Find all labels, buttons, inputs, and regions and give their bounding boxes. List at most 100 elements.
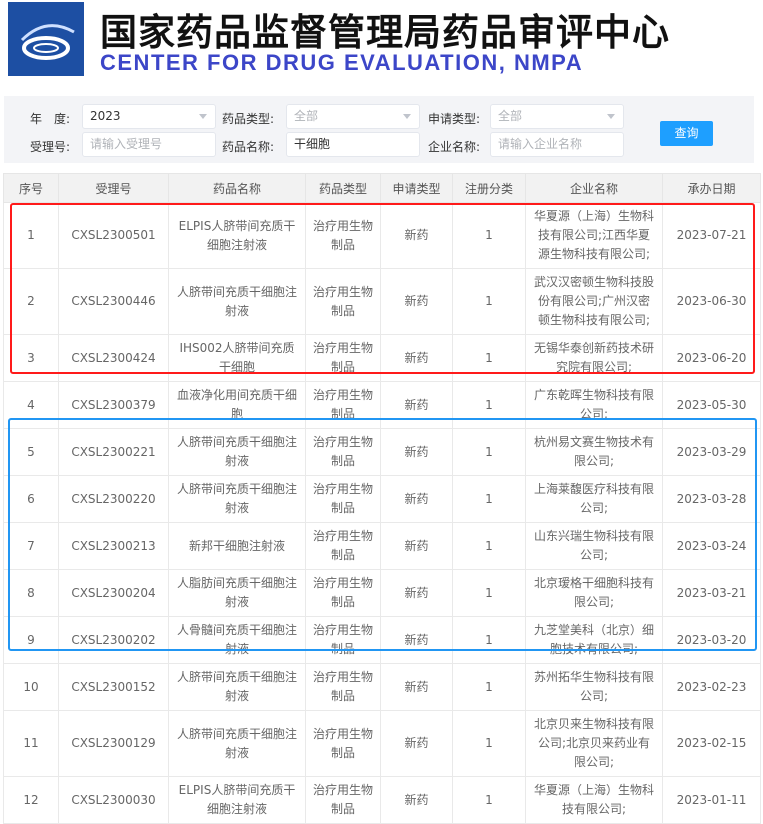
drug-type-label: 药品类型: <box>222 112 275 126</box>
table-cell: 1 <box>452 381 526 429</box>
table-cell: 1 <box>452 202 526 269</box>
table-cell: 9 <box>3 616 59 664</box>
table-cell: 人脐带间充质干细胞注射液 <box>168 710 306 777</box>
table-cell: 治疗用生物制品 <box>305 202 381 269</box>
table-cell: 治疗用生物制品 <box>305 381 381 429</box>
table-cell: 华夏源（上海）生物科技有限公司; <box>525 776 663 824</box>
apply-type-select[interactable]: 全部 <box>490 104 624 129</box>
table-cell: CXSL2300379 <box>58 381 169 429</box>
table-cell: 治疗用生物制品 <box>305 776 381 824</box>
accept-no-label: 受理号: <box>30 140 71 154</box>
table-cell: 2023-06-20 <box>662 334 761 382</box>
table-cell: CXSL2300202 <box>58 616 169 664</box>
table-cell: 华夏源（上海）生物科技有限公司;江西华夏源生物科技有限公司; <box>525 202 663 269</box>
table-cell: 新药 <box>380 569 453 617</box>
company-input[interactable]: 请输入企业名称 <box>490 132 624 157</box>
filter-panel: 年 度: 2023 药品类型: 全部 申请类型: 全部 受理号: 请输入受理号 … <box>4 96 754 163</box>
apply-type-label: 申请类型: <box>428 112 481 126</box>
apply-type-value: 全部 <box>498 109 523 123</box>
table-cell: 新药 <box>380 616 453 664</box>
table-cell: 新药 <box>380 334 453 382</box>
table-row[interactable]: 7 CXSL2300213 新邦干细胞注射液 治疗用生物制品 新药 1 山东兴瑞生物科技有限… <box>3 522 761 570</box>
query-button[interactable]: 查询 <box>660 121 713 146</box>
accept-no-input[interactable]: 请输入受理号 <box>82 132 216 157</box>
table-cell: 1 <box>3 202 59 269</box>
table-cell: 新药 <box>380 522 453 570</box>
table-cell: 人脐带间充质干细胞注射液 <box>168 268 306 335</box>
table-cell: 1 <box>452 428 526 476</box>
column-header: 企业名称 <box>525 173 663 203</box>
table-row[interactable]: 9 CXSL2300202 人骨髓间充质干细胞注射液 治疗用生物制品 新药 1 九芝堂美科（… <box>3 616 761 664</box>
table-row[interactable]: 4 CXSL2300379 血液净化用间充质干细胞 治疗用生物制品 新药 1 广东乾晖生物科… <box>3 381 761 429</box>
site-title-cn: 国家药品监督管理局药品审评中心 <box>100 11 670 54</box>
column-header: 注册分类 <box>452 173 526 203</box>
table-cell: 4 <box>3 381 59 429</box>
table-cell: CXSL2300152 <box>58 663 169 711</box>
table-cell: CXSL2300030 <box>58 776 169 824</box>
table-cell: 2023-02-15 <box>662 710 761 777</box>
table-cell: ELPIS人脐带间充质干细胞注射液 <box>168 202 306 269</box>
table-cell: IHS002人脐带间充质干细胞 <box>168 334 306 382</box>
table-cell: 2023-01-11 <box>662 776 761 824</box>
table-cell: 治疗用生物制品 <box>305 522 381 570</box>
table-cell: CXSL2300213 <box>58 522 169 570</box>
table-row[interactable]: 8 CXSL2300204 人脂肪间充质干细胞注射液 治疗用生物制品 新药 1 北京瑷格干细… <box>3 569 761 617</box>
table-cell: 3 <box>3 334 59 382</box>
table-cell: 新药 <box>380 475 453 523</box>
year-select[interactable]: 2023 <box>82 104 216 129</box>
table-cell: 新药 <box>380 710 453 777</box>
table-cell: 人脐带间充质干细胞注射液 <box>168 663 306 711</box>
table-cell: 治疗用生物制品 <box>305 616 381 664</box>
table-cell: 山东兴瑞生物科技有限公司; <box>525 522 663 570</box>
table-cell: 人脐带间充质干细胞注射液 <box>168 428 306 476</box>
table-cell: 上海莱馥医疗科技有限公司; <box>525 475 663 523</box>
site-header: 国家药品监督管理局药品审评中心 CENTER FOR DRUG EVALUATI… <box>0 0 763 88</box>
table-row[interactable]: 10 CXSL2300152 人脐带间充质干细胞注射液 治疗用生物制品 新药 1 苏州拓华生… <box>3 663 761 711</box>
table-cell: 新药 <box>380 268 453 335</box>
column-header: 药品名称 <box>168 173 306 203</box>
table-cell: 2023-07-21 <box>662 202 761 269</box>
table-cell: 苏州拓华生物科技有限公司; <box>525 663 663 711</box>
drug-name-input[interactable]: 干细胞 <box>286 132 420 157</box>
drug-type-value: 全部 <box>294 109 319 123</box>
table-row[interactable]: 5 CXSL2300221 人脐带间充质干细胞注射液 治疗用生物制品 新药 1 杭州易文赛生… <box>3 428 761 476</box>
table-cell: 1 <box>452 663 526 711</box>
table-row[interactable]: 6 CXSL2300220 人脐带间充质干细胞注射液 治疗用生物制品 新药 1 上海莱馥医疗… <box>3 475 761 523</box>
year-value: 2023 <box>90 109 121 123</box>
table-row[interactable]: 2 CXSL2300446 人脐带间充质干细胞注射液 治疗用生物制品 新药 1 武汉汉密顿生… <box>3 268 761 335</box>
table-cell: 1 <box>452 569 526 617</box>
results-table: 序号 受理号 药品名称 药品类型 申请类型 注册分类 企业名称 承办日期 1 CXSL23005… <box>3 173 761 824</box>
table-cell: 7 <box>3 522 59 570</box>
table-cell: 新邦干细胞注射液 <box>168 522 306 570</box>
table-cell: 北京贝来生物科技有限公司;北京贝来药业有限公司; <box>525 710 663 777</box>
table-cell: 2 <box>3 268 59 335</box>
table-cell: 12 <box>3 776 59 824</box>
table-cell: 新药 <box>380 202 453 269</box>
table-cell: 8 <box>3 569 59 617</box>
year-label: 年 度: <box>30 112 71 126</box>
table-cell: CXSL2300446 <box>58 268 169 335</box>
table-cell: 1 <box>452 475 526 523</box>
table-cell: 2023-02-23 <box>662 663 761 711</box>
table-row[interactable]: 11 CXSL2300129 人脐带间充质干细胞注射液 治疗用生物制品 新药 1 北京贝来生… <box>3 710 761 777</box>
chevron-down-icon <box>199 114 207 119</box>
table-cell: 2023-03-28 <box>662 475 761 523</box>
table-cell: 2023-06-30 <box>662 268 761 335</box>
table-cell: 治疗用生物制品 <box>305 268 381 335</box>
table-row[interactable]: 1 CXSL2300501 ELPIS人脐带间充质干细胞注射液 治疗用生物制品 新药 1 华… <box>3 202 761 269</box>
table-row[interactable]: 12 CXSL2300030 ELPIS人脐带间充质干细胞注射液 治疗用生物制品 新药 1… <box>3 776 761 824</box>
drug-name-label: 药品名称: <box>222 140 275 154</box>
table-cell: 武汉汉密顿生物科技股份有限公司;广州汉密顿生物科技有限公司; <box>525 268 663 335</box>
table-row[interactable]: 3 CXSL2300424 IHS002人脐带间充质干细胞 治疗用生物制品 新药 1 无锡华… <box>3 334 761 382</box>
table-cell: 1 <box>452 776 526 824</box>
table-cell: 2023-03-21 <box>662 569 761 617</box>
table-cell: 2023-03-29 <box>662 428 761 476</box>
company-label: 企业名称: <box>428 140 481 154</box>
table-cell: 1 <box>452 616 526 664</box>
table-cell: 九芝堂美科（北京）细胞技术有限公司; <box>525 616 663 664</box>
column-header: 序号 <box>3 173 59 203</box>
table-cell: 6 <box>3 475 59 523</box>
drug-type-select[interactable]: 全部 <box>286 104 420 129</box>
table-cell: 广东乾晖生物科技有限公司; <box>525 381 663 429</box>
chevron-down-icon <box>607 114 615 119</box>
